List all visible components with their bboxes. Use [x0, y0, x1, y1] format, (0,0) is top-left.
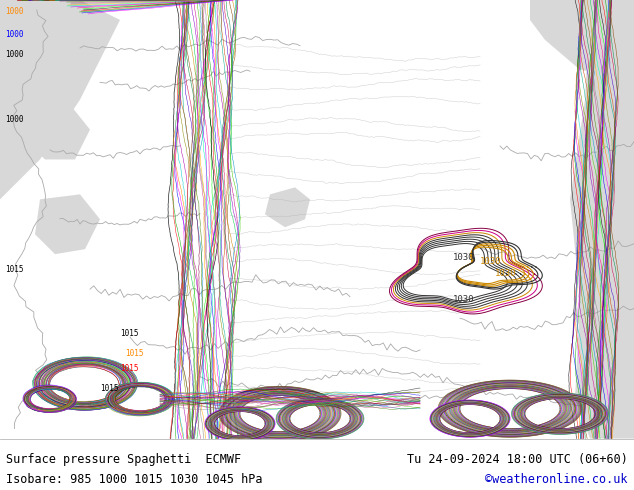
Polygon shape [530, 0, 634, 80]
Text: Isobare: 985 1000 1015 1030 1045 hPa: Isobare: 985 1000 1015 1030 1045 hPa [6, 473, 263, 486]
Polygon shape [570, 0, 634, 439]
Text: 1030: 1030 [453, 294, 474, 303]
Text: 1015: 1015 [120, 329, 138, 339]
Text: 1015: 1015 [120, 364, 138, 373]
Text: 1015: 1015 [5, 265, 23, 273]
Text: 1000: 1000 [5, 50, 23, 59]
Text: Tu 24-09-2024 18:00 UTC (06+60): Tu 24-09-2024 18:00 UTC (06+60) [407, 453, 628, 466]
Text: 1015: 1015 [100, 384, 119, 393]
Polygon shape [35, 195, 100, 254]
Text: 1000: 1000 [5, 7, 23, 17]
Text: 1030: 1030 [480, 257, 501, 266]
Text: Surface pressure Spaghetti  ECMWF: Surface pressure Spaghetti ECMWF [6, 453, 242, 466]
Text: 1000: 1000 [5, 30, 23, 39]
Text: 1000: 1000 [5, 115, 23, 124]
Polygon shape [0, 0, 120, 199]
Polygon shape [265, 187, 310, 227]
Text: 1030: 1030 [453, 253, 474, 262]
Text: 1015: 1015 [125, 349, 143, 358]
Text: 1030: 1030 [495, 269, 517, 278]
Text: ©weatheronline.co.uk: ©weatheronline.co.uk [485, 473, 628, 486]
Polygon shape [25, 105, 90, 159]
